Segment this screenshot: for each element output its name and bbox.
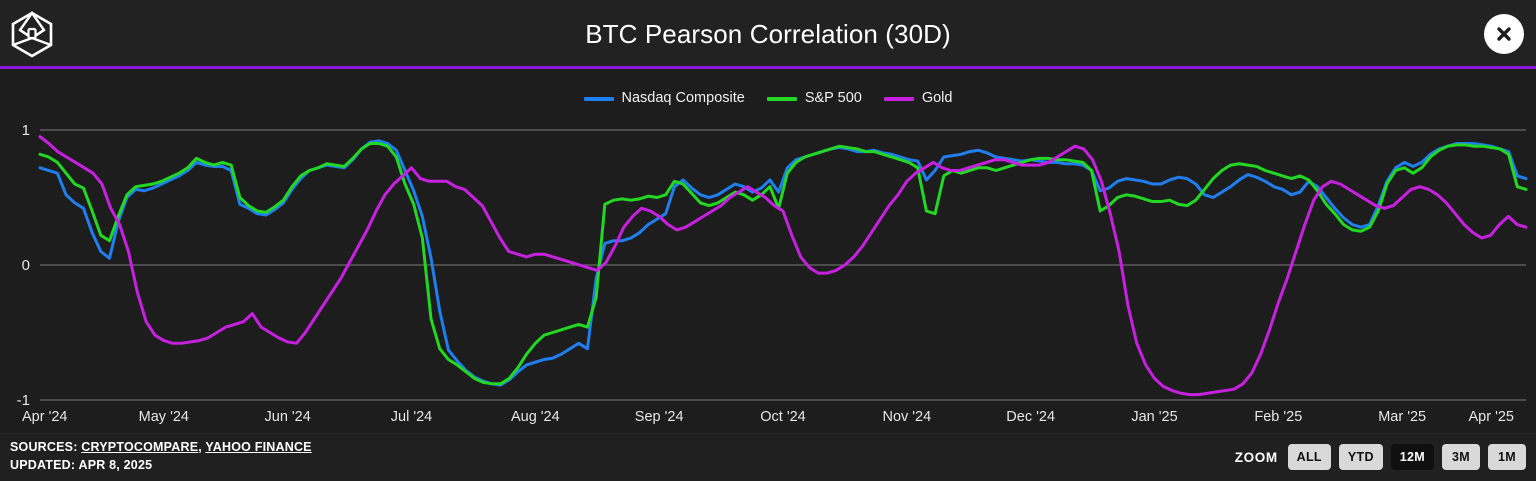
- series-line-s-p-500: [38, 142, 1528, 386]
- chart-plot-area: 1 0 -1: [0, 118, 1536, 418]
- x-axis-tick-8: Dec '24: [1006, 409, 1056, 425]
- x-axis-tick-5: Sep '24: [634, 409, 684, 425]
- x-axis: Apr '24 May '24 Jun '24 Jul '24 Aug '24 Sep '…: [0, 409, 1536, 431]
- x-axis-tick-12: Apr '25: [1468, 409, 1515, 425]
- sources-separator: ,: [198, 440, 202, 454]
- zoom-button-all[interactable]: ALL: [1287, 444, 1331, 470]
- y-axis-tick-0: 0: [21, 257, 30, 274]
- sources-label: SOURCES:: [10, 440, 78, 454]
- cube-logo-icon: [8, 9, 56, 59]
- x-axis-tick-6: Oct '24: [760, 409, 806, 425]
- zoom-button-ytd[interactable]: YTD: [1338, 444, 1383, 470]
- legend-item-nasdaq-composite[interactable]: Nasdaq Composite: [583, 90, 745, 107]
- zoom-button-1m[interactable]: 1M: [1488, 444, 1526, 470]
- x-axis-tick-10: Feb '25: [1254, 409, 1303, 425]
- zoom-label: ZOOM: [1234, 449, 1278, 465]
- correlation-line-plot: [38, 129, 1528, 401]
- close-button[interactable]: [1484, 14, 1524, 54]
- zoom-controls: ZOOM ALL YTD 12M 3M 1M: [1235, 444, 1526, 470]
- x-axis-tick-9: Jan '25: [1131, 409, 1178, 425]
- x-axis-tick-0: Apr '24: [22, 409, 68, 425]
- close-icon: [1497, 27, 1511, 41]
- legend-label-sp-500: S&P 500: [804, 90, 862, 106]
- x-axis-tick-3: Jul '24: [390, 409, 433, 425]
- sources-line: SOURCES: CRYPTOCOMPARE, YAHOO FINANCE: [10, 440, 312, 454]
- series-paths: [38, 135, 1528, 397]
- series-line-gold: [38, 135, 1528, 397]
- zoom-button-3m[interactable]: 3M: [1442, 444, 1480, 470]
- y-axis-tick-1: 1: [21, 122, 30, 139]
- legend-item-sp-500[interactable]: S&P 500: [766, 90, 862, 107]
- source-link-cryptocompare[interactable]: CRYPTOCOMPARE: [81, 440, 199, 454]
- footer-bar: SOURCES: CRYPTOCOMPARE, YAHOO FINANCE UP…: [0, 433, 1536, 481]
- x-axis-tick-4: Aug '24: [510, 409, 560, 425]
- updated-label: UPDATED:: [10, 458, 76, 472]
- header-divider: [0, 66, 1536, 69]
- legend-label-nasdaq-composite: Nasdaq Composite: [621, 90, 745, 106]
- page-title: BTC Pearson Correlation (30D): [585, 19, 951, 49]
- legend-label-gold: Gold: [921, 90, 953, 106]
- legend-item-gold[interactable]: Gold: [883, 90, 953, 107]
- updated-line: UPDATED: APR 8, 2025: [10, 458, 152, 472]
- y-axis-tick-minus-1: -1: [16, 392, 30, 409]
- header-bar: BTC Pearson Correlation (30D): [0, 0, 1536, 69]
- chart-legend: Nasdaq Composite S&P 500 Gold: [0, 90, 1536, 107]
- legend-swatch-sp-500: [766, 96, 797, 101]
- zoom-button-12m[interactable]: 12M: [1390, 444, 1434, 470]
- legend-swatch-nasdaq-composite: [583, 96, 614, 101]
- x-axis-tick-1: May '24: [138, 409, 189, 425]
- legend-swatch-gold: [883, 96, 914, 101]
- updated-value: APR 8, 2025: [78, 458, 153, 472]
- x-axis-tick-7: Nov '24: [882, 409, 932, 425]
- source-link-yahoo-finance[interactable]: YAHOO FINANCE: [205, 440, 312, 454]
- gridlines: [40, 129, 1526, 401]
- x-axis-tick-2: Jun '24: [264, 409, 311, 425]
- x-axis-tick-11: Mar '25: [1378, 409, 1427, 425]
